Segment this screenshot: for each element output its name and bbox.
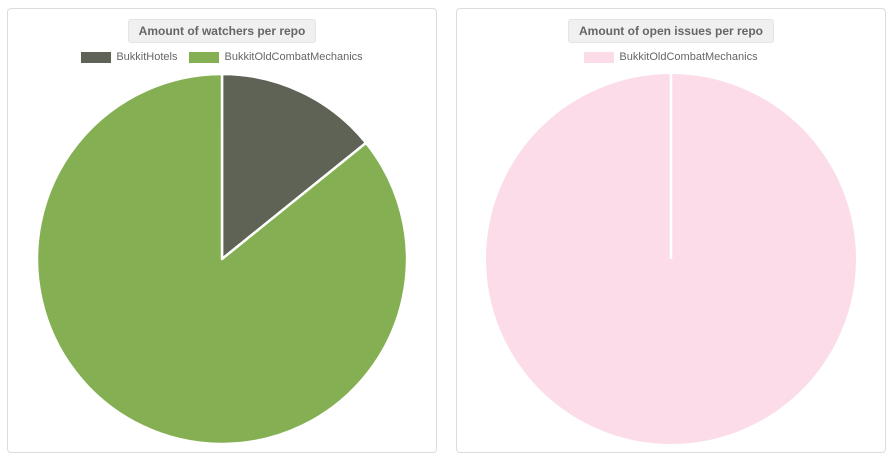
legend-item[interactable]: BukkitOldCombatMechanics — [189, 51, 363, 64]
open-issues-pie-chart — [457, 65, 885, 452]
legend-label: BukkitOldCombatMechanics — [619, 51, 758, 64]
open-issues-chart-card: Amount of open issues per repo BukkitOld… — [456, 8, 886, 453]
open-issues-chart-legend: BukkitOldCombatMechanics — [584, 51, 758, 64]
pie-svg — [486, 73, 856, 444]
legend-swatch — [584, 51, 615, 63]
watchers-pie-chart — [8, 65, 436, 452]
watchers-chart-legend: BukkitHotels BukkitOldCombatMechanics — [81, 51, 363, 64]
legend-label: BukkitOldCombatMechanics — [224, 51, 363, 64]
legend-label: BukkitHotels — [116, 51, 178, 64]
legend-swatch — [189, 51, 220, 63]
watchers-chart-card: Amount of watchers per repo BukkitHotels… — [7, 8, 437, 453]
watchers-chart-title: Amount of watchers per repo — [127, 19, 317, 44]
legend-swatch — [81, 51, 112, 63]
pie-slice[interactable] — [220, 72, 368, 260]
open-issues-chart-title: Amount of open issues per repo — [567, 19, 775, 44]
legend-item[interactable]: BukkitOldCombatMechanics — [584, 51, 758, 64]
legend-item[interactable]: BukkitHotels — [81, 51, 177, 63]
pie-svg — [35, 72, 409, 445]
pie-slice[interactable] — [35, 72, 409, 445]
